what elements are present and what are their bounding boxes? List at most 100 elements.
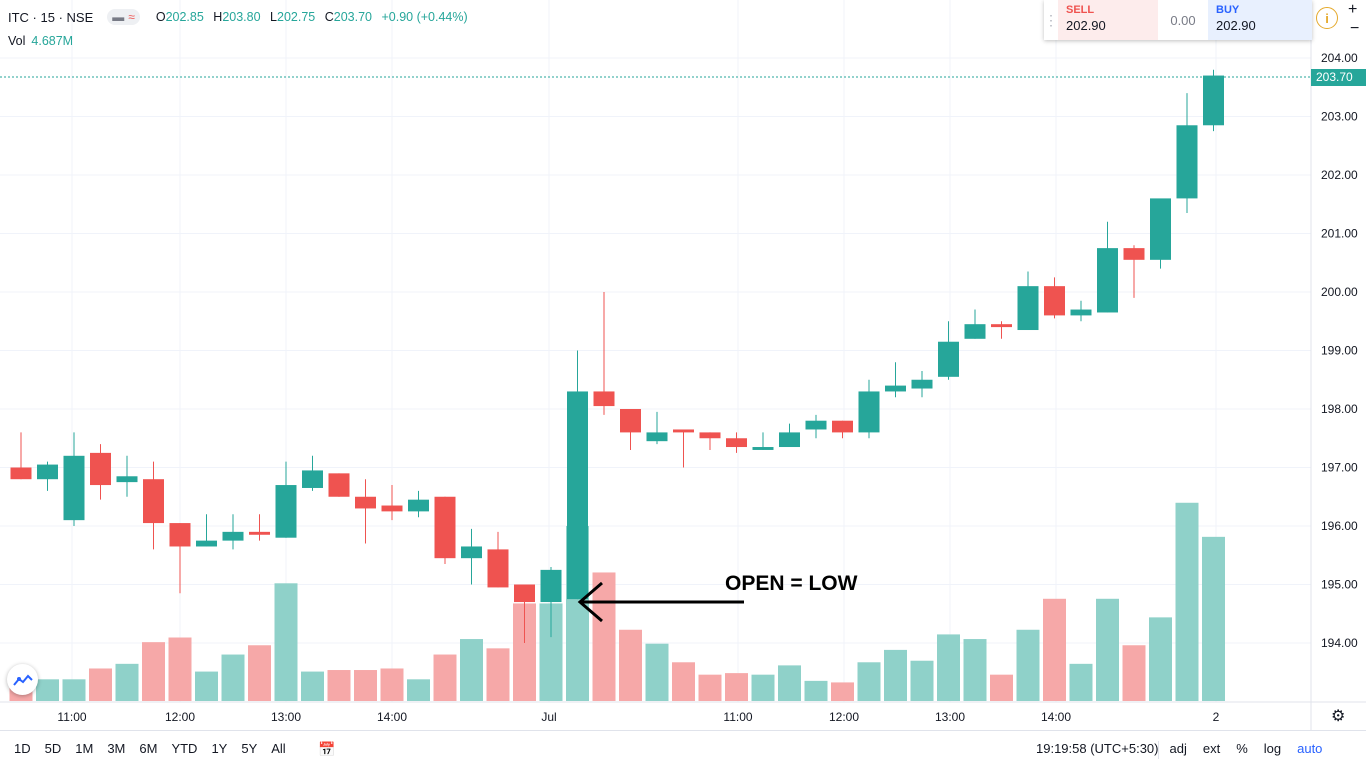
price-tick: 194.00: [1321, 636, 1358, 650]
range-1m[interactable]: 1M: [75, 741, 94, 756]
volume-legend: Vol 4.687M: [8, 34, 74, 48]
auto-toggle[interactable]: auto: [1297, 741, 1323, 756]
volume-bar: [115, 663, 139, 701]
volume-bars: [9, 502, 1225, 701]
chart-header: ITC · 15 · NSE ▬ ≈ O202.85 H203.80 L202.…: [8, 9, 474, 25]
candle-body: [355, 496, 376, 509]
volume-bar: [513, 603, 536, 701]
annotation-arrow: [577, 581, 744, 623]
last-price-label: 203.70: [1311, 69, 1366, 86]
time-tick: 11:00: [57, 710, 86, 724]
tradingview-logo-icon[interactable]: [7, 664, 38, 695]
range-1y[interactable]: 1Y: [211, 741, 228, 756]
volume-bar: [221, 654, 245, 701]
low-value: 202.75: [277, 10, 316, 24]
symbol-label[interactable]: ITC · 15 · NSE: [8, 9, 94, 25]
volume-bar: [857, 662, 881, 701]
time-tick: 2: [1213, 710, 1220, 724]
volume-bar: [89, 668, 112, 701]
minus-icon[interactable]: −: [1350, 20, 1360, 37]
candlesticks: [10, 69, 1224, 643]
candle-body: [699, 432, 721, 439]
range-3m[interactable]: 3M: [107, 741, 126, 756]
drag-handle-icon[interactable]: ⋮: [1044, 11, 1058, 28]
range-all[interactable]: All: [271, 741, 286, 756]
volume-bar: [486, 648, 510, 701]
candle-body: [143, 479, 164, 524]
candle-body: [1070, 309, 1092, 316]
candle-body: [620, 409, 641, 433]
time-tick: 13:00: [271, 710, 301, 724]
chart-grid: [0, 0, 1311, 702]
candle-body: [1150, 198, 1171, 260]
compare-icon[interactable]: ≈: [128, 10, 135, 24]
candle-body: [858, 391, 880, 433]
candle-body: [991, 324, 1012, 328]
sell-price: 202.90: [1066, 18, 1106, 33]
ohlc-values: O202.85 H203.80 L202.75 C203.70 +0.90 (+…: [155, 10, 468, 24]
candle-body: [222, 531, 244, 541]
candle-body: [249, 531, 270, 535]
settings-gear-icon[interactable]: ⚙: [1331, 708, 1346, 725]
volume-bar: [248, 645, 271, 701]
volume-bar: [62, 679, 86, 701]
plus-icon[interactable]: +: [1348, 1, 1358, 18]
volume-bar: [963, 639, 987, 701]
range-1d[interactable]: 1D: [14, 741, 31, 756]
range-5y[interactable]: 5Y: [241, 741, 258, 756]
price-tick: 196.00: [1321, 519, 1358, 533]
time-tick: 14:00: [1041, 710, 1071, 724]
range-6m[interactable]: 6M: [139, 741, 158, 756]
range-5d[interactable]: 5D: [44, 741, 62, 756]
volume-bar: [195, 671, 218, 701]
sell-button[interactable]: SELL 202.90: [1058, 0, 1158, 40]
volume-bar: [36, 679, 59, 701]
hide-icon[interactable]: ▬: [112, 10, 125, 24]
candle-body: [1176, 125, 1198, 199]
adj-toggle[interactable]: adj: [1169, 741, 1187, 756]
info-icon[interactable]: i: [1316, 7, 1338, 29]
candle-body: [752, 447, 774, 450]
goto-date-icon[interactable]: 📅: [318, 741, 336, 757]
time-display: 19:19:58 (UTC+5:30): [1036, 741, 1159, 756]
volume-bar: [804, 680, 828, 701]
candle-body: [90, 452, 111, 486]
buy-button[interactable]: BUY 202.90: [1208, 0, 1312, 40]
candle-body: [487, 549, 509, 588]
candle-body: [567, 391, 588, 600]
candle-body: [275, 485, 297, 538]
candle-body: [408, 499, 429, 512]
volume-bar: [1202, 536, 1225, 701]
volume-bar: [592, 572, 616, 701]
percent-toggle[interactable]: %: [1236, 741, 1248, 756]
candle-body: [1017, 286, 1039, 331]
close-value: 203.70: [333, 10, 372, 24]
volume-bar: [142, 642, 165, 701]
time-tick: Jul: [541, 710, 556, 724]
header-buttons[interactable]: ▬ ≈: [107, 9, 140, 25]
volume-bar: [619, 629, 642, 701]
candle-body: [1203, 75, 1224, 126]
volume-bar: [407, 679, 430, 701]
candle-body: [911, 379, 933, 389]
range-buttons: 1D 5D 1M 3M 6M YTD 1Y 5Y All: [14, 741, 300, 756]
volume-bar: [1043, 598, 1066, 701]
spread-value: 0.00: [1170, 12, 1196, 28]
log-toggle[interactable]: log: [1263, 741, 1282, 756]
volume-value: 4.687M: [31, 34, 74, 48]
price-axis: 194.00 195.00 196.00 197.00 198.00 199.00 200.…: [1321, 51, 1358, 650]
candle-body: [116, 476, 138, 483]
candle-body: [63, 455, 85, 521]
bottom-right-controls: 19:19:58 (UTC+5:30) adj ext % log auto: [1036, 741, 1322, 759]
range-ytd[interactable]: YTD: [171, 741, 198, 756]
volume-bar: [778, 665, 801, 701]
price-tick: 195.00: [1321, 578, 1358, 592]
ext-toggle[interactable]: ext: [1202, 741, 1221, 756]
volume-bar: [831, 682, 854, 701]
volume-bar: [672, 662, 695, 701]
annotation-text: OPEN = LOW: [725, 572, 858, 595]
candle-body: [885, 385, 906, 392]
candle-body: [938, 341, 959, 377]
volume-bar: [698, 674, 722, 701]
